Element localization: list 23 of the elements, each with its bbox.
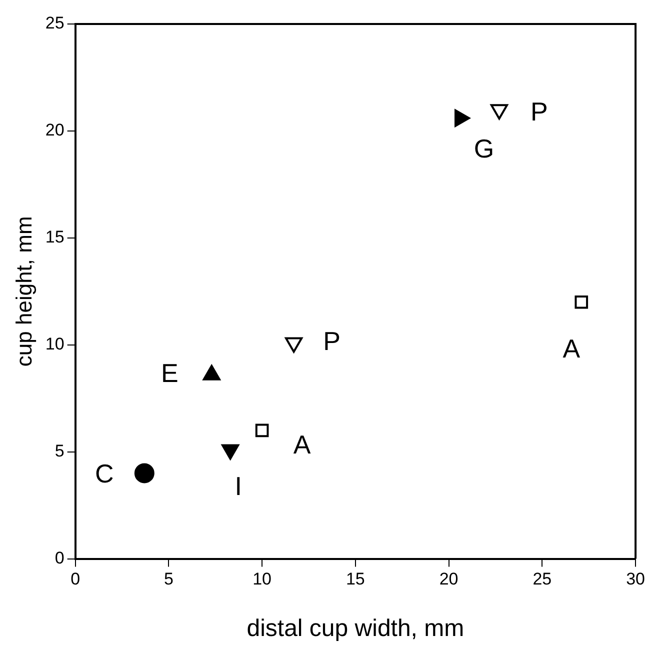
x-tick-label: 25 xyxy=(532,570,552,589)
y-tick-label: 20 xyxy=(45,120,64,140)
y-tick-label: 15 xyxy=(45,228,64,247)
x-tick-label: 10 xyxy=(252,570,272,589)
x-tick-label: 15 xyxy=(346,570,365,589)
y-tick-label: 0 xyxy=(54,548,64,568)
annotation: P xyxy=(323,326,340,356)
x-tick-label: 20 xyxy=(439,570,458,589)
x-tick-label: 30 xyxy=(626,570,646,589)
annotation: G xyxy=(474,133,494,164)
y-tick-label: 5 xyxy=(54,442,64,461)
y-axis-title: cup height, mm xyxy=(11,216,36,367)
annotation: P xyxy=(530,96,548,127)
annotation: A xyxy=(562,333,581,364)
x-axis-title: distal cup width, mm xyxy=(246,615,464,642)
x-tick-label: 5 xyxy=(164,570,174,589)
annotation: E xyxy=(160,358,178,388)
annotation: I xyxy=(234,470,242,501)
annotation: A xyxy=(293,430,312,460)
annotation: C xyxy=(95,458,114,488)
y-tick-label: 10 xyxy=(45,334,64,354)
y-tick-label: 25 xyxy=(45,14,64,33)
x-tick-label: 0 xyxy=(70,570,80,589)
